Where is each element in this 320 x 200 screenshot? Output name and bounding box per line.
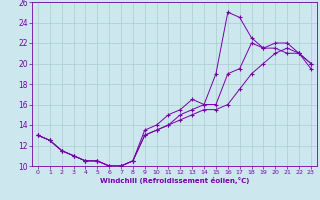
X-axis label: Windchill (Refroidissement éolien,°C): Windchill (Refroidissement éolien,°C): [100, 177, 249, 184]
